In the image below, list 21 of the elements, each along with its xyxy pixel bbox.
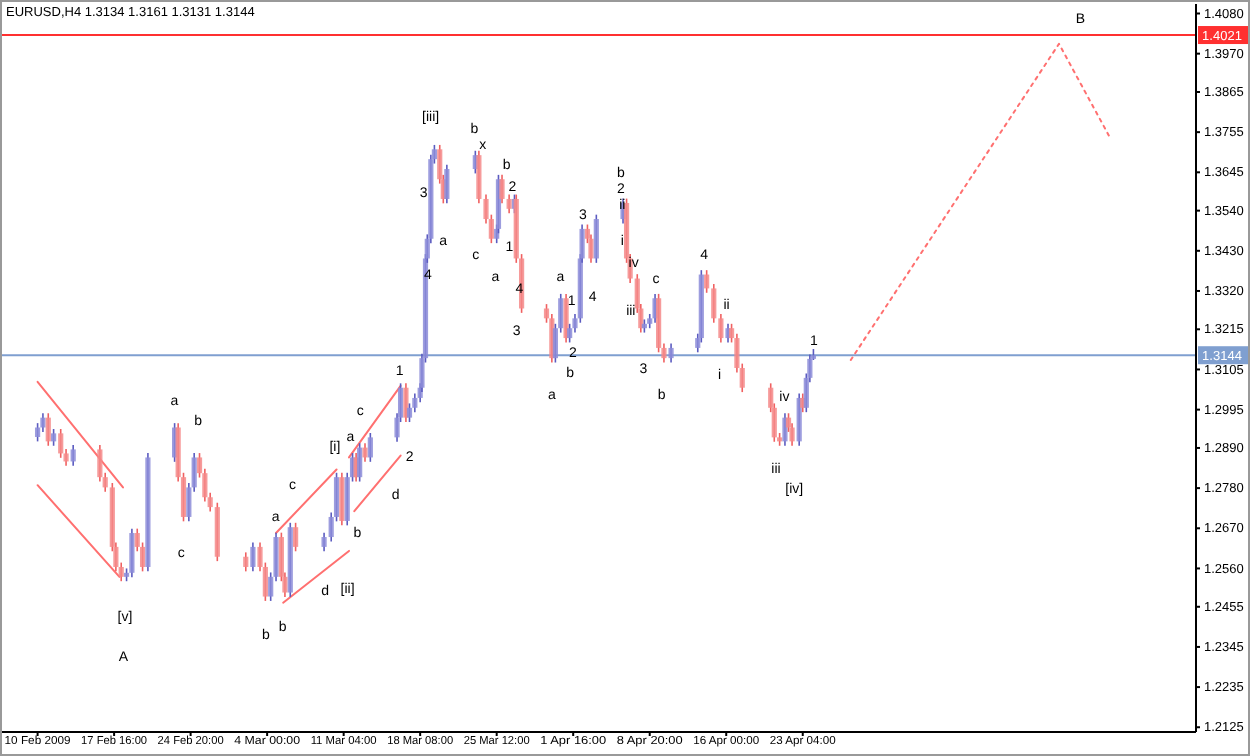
candlestick [563, 293, 569, 344]
candlestick [406, 402, 413, 423]
candlestick [45, 412, 51, 447]
candlestick [40, 412, 46, 433]
candlestick [362, 442, 368, 463]
candlestick [250, 541, 256, 573]
candlestick [367, 432, 373, 463]
candlestick [243, 551, 249, 573]
candlestick [593, 213, 599, 264]
candlestick [70, 444, 76, 467]
candlestick [782, 412, 788, 447]
candlestick [357, 442, 363, 483]
candlestick [588, 233, 594, 264]
candlestick [129, 527, 135, 578]
candlestick [58, 428, 64, 459]
candlestick [339, 471, 345, 527]
candlestick [704, 269, 710, 294]
candlestick [403, 382, 409, 423]
candlestick [293, 522, 299, 553]
candlestick [668, 342, 674, 364]
candlestick [499, 174, 505, 205]
